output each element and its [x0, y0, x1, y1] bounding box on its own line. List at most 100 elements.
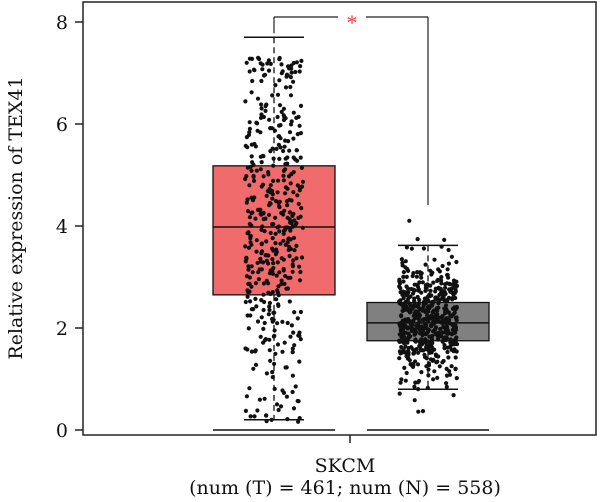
point-n — [424, 364, 429, 369]
point-t — [295, 316, 300, 321]
point-t — [246, 264, 251, 269]
point-n — [433, 286, 438, 291]
point-n — [397, 391, 402, 396]
point-t — [294, 256, 299, 261]
point-t — [292, 310, 297, 315]
point-n — [412, 296, 417, 301]
point-n — [416, 409, 421, 414]
point-n — [417, 319, 422, 325]
y-axis-label: Relative expression of TEX41 — [5, 76, 27, 359]
point-n — [422, 321, 427, 326]
point-n — [444, 281, 450, 286]
point-n — [426, 309, 431, 314]
point-t — [270, 375, 275, 380]
point-t — [287, 299, 292, 304]
point-n — [401, 340, 406, 345]
point-n — [425, 314, 430, 319]
point-t — [246, 245, 252, 250]
point-t — [290, 389, 295, 395]
point-t — [267, 337, 272, 342]
point-t — [275, 225, 280, 230]
point-n — [397, 332, 402, 337]
point-t — [259, 78, 264, 84]
point-t — [266, 58, 271, 63]
point-t — [251, 162, 256, 167]
point-n — [436, 335, 441, 340]
point-t — [282, 281, 287, 286]
point-n — [433, 332, 438, 337]
point-t — [273, 231, 278, 236]
point-t — [278, 136, 283, 141]
point-t — [247, 386, 252, 391]
point-t — [282, 208, 287, 213]
point-t — [286, 139, 291, 144]
point-n — [420, 317, 425, 322]
point-t — [297, 264, 302, 269]
point-t — [247, 221, 252, 227]
point-n — [433, 296, 438, 301]
point-n — [444, 381, 449, 386]
point-t — [291, 136, 296, 141]
point-t — [283, 365, 288, 370]
point-n — [443, 303, 449, 308]
point-t — [251, 307, 256, 312]
point-n — [415, 315, 420, 320]
point-n — [446, 355, 451, 360]
point-t — [280, 319, 285, 324]
point-n — [415, 294, 420, 300]
point-t — [270, 246, 275, 251]
point-n — [453, 327, 459, 332]
point-t — [247, 69, 252, 74]
point-t — [288, 334, 293, 339]
point-t — [245, 165, 250, 170]
point-t — [259, 267, 264, 272]
point-t — [261, 326, 266, 331]
point-t — [300, 225, 305, 230]
point-t — [283, 225, 288, 230]
point-n — [428, 288, 433, 293]
point-t — [285, 203, 290, 208]
point-n — [454, 283, 460, 288]
point-t — [288, 275, 293, 280]
point-t — [284, 394, 289, 399]
point-n — [445, 331, 450, 336]
point-t — [283, 85, 289, 90]
point-t — [291, 190, 296, 195]
point-n — [450, 327, 455, 332]
point-n — [451, 292, 456, 297]
point-t — [297, 278, 303, 283]
point-t — [247, 183, 252, 188]
point-t — [255, 96, 261, 101]
point-n — [442, 292, 447, 297]
point-t — [269, 417, 274, 422]
point-t — [254, 238, 259, 243]
point-t — [276, 407, 281, 413]
point-t — [268, 190, 273, 195]
point-t — [257, 397, 262, 402]
point-n — [424, 347, 429, 352]
point-t — [275, 92, 281, 97]
point-t — [254, 304, 259, 309]
point-n — [421, 246, 426, 251]
point-n — [425, 330, 430, 335]
point-n — [437, 364, 442, 369]
point-n — [414, 347, 419, 352]
point-t — [263, 108, 268, 113]
point-n — [449, 254, 454, 259]
point-t — [253, 281, 258, 286]
point-n — [404, 245, 409, 250]
point-n — [442, 237, 447, 242]
point-t — [299, 206, 304, 211]
point-t — [266, 170, 271, 175]
point-t — [287, 148, 292, 153]
point-t — [262, 299, 267, 305]
point-n — [433, 325, 439, 330]
point-t — [282, 144, 287, 149]
point-t — [278, 404, 284, 409]
jitter-points-group — [243, 55, 460, 424]
point-n — [406, 306, 411, 311]
point-n — [451, 393, 456, 398]
point-t — [289, 323, 294, 328]
point-t — [277, 270, 282, 275]
